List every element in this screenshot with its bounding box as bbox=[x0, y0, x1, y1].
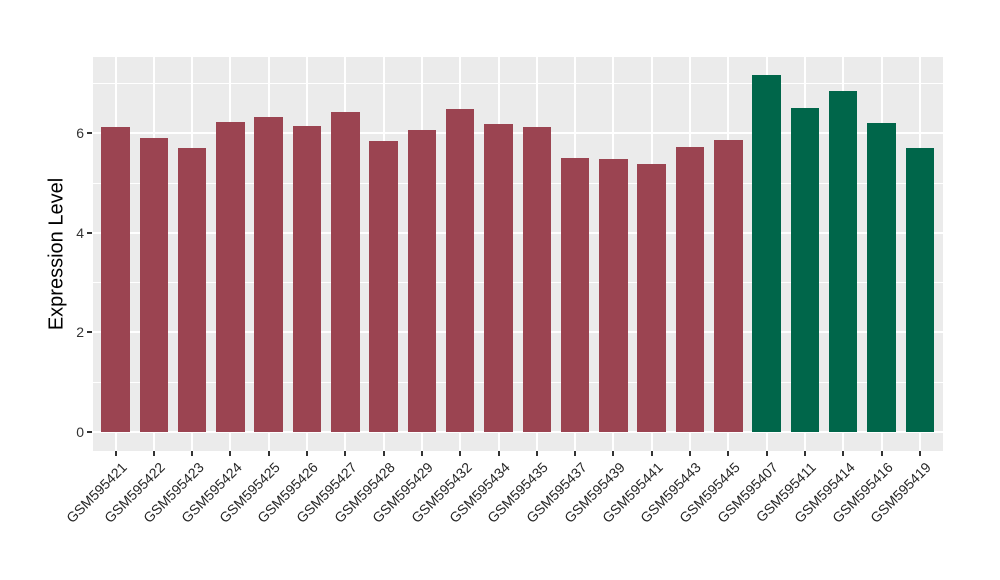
bar-GSM595429 bbox=[407, 130, 437, 432]
bar-GSM595414 bbox=[828, 90, 858, 432]
gridline-minor-h bbox=[93, 82, 943, 85]
plot-panel bbox=[93, 57, 943, 451]
y-tick-label: 4 bbox=[76, 224, 84, 241]
bar-GSM595411 bbox=[790, 107, 820, 432]
x-tick-mark bbox=[382, 451, 385, 456]
gridline-major-h bbox=[93, 231, 943, 234]
bar-GSM595441 bbox=[637, 164, 666, 432]
bar-GSM595416 bbox=[867, 123, 896, 432]
gridline-major-h bbox=[93, 331, 943, 334]
x-tick-mark bbox=[574, 451, 577, 456]
x-tick-mark bbox=[765, 451, 768, 456]
bar-GSM595419 bbox=[905, 148, 935, 432]
y-tick-label: 0 bbox=[76, 424, 84, 440]
y-tick-mark bbox=[87, 132, 92, 135]
y-tick-label: 2 bbox=[76, 324, 84, 341]
bar-GSM595427 bbox=[331, 111, 360, 432]
bar-GSM595432 bbox=[445, 108, 475, 432]
y-tick-mark bbox=[87, 331, 92, 334]
x-tick-mark bbox=[344, 451, 347, 456]
x-tick-mark bbox=[650, 451, 653, 456]
x-tick-mark bbox=[803, 451, 806, 456]
y-tick-mark bbox=[87, 431, 92, 433]
bar-GSM595439 bbox=[599, 159, 628, 432]
gridline-major-h bbox=[93, 132, 943, 135]
x-tick-mark bbox=[267, 451, 270, 456]
x-tick-mark bbox=[114, 451, 117, 456]
bar-GSM595437 bbox=[560, 158, 590, 432]
x-tick-mark bbox=[306, 451, 308, 456]
bar-GSM595422 bbox=[139, 138, 169, 432]
x-tick-mark bbox=[191, 451, 194, 456]
bar-GSM595443 bbox=[675, 147, 705, 432]
gridline-major-h bbox=[93, 431, 943, 433]
bar-GSM595434 bbox=[484, 124, 513, 432]
x-tick-mark bbox=[689, 451, 691, 456]
x-tick-mark bbox=[727, 451, 730, 456]
bar-GSM595435 bbox=[522, 127, 552, 432]
x-tick-mark bbox=[842, 451, 845, 456]
bar-GSM595425 bbox=[254, 116, 283, 432]
bar-GSM595426 bbox=[292, 126, 322, 432]
bar-GSM595407 bbox=[752, 74, 781, 432]
x-tick-mark bbox=[459, 451, 462, 456]
x-tick-mark bbox=[880, 451, 883, 456]
bar-GSM595421 bbox=[101, 127, 130, 432]
gridline-minor-h bbox=[93, 381, 943, 383]
x-tick-mark bbox=[612, 451, 615, 456]
x-tick-mark bbox=[229, 451, 232, 456]
y-axis-title: Expression Level bbox=[45, 177, 68, 331]
bar-GSM595445 bbox=[714, 140, 743, 432]
bar-GSM595428 bbox=[369, 141, 398, 432]
x-tick-mark bbox=[420, 451, 423, 456]
x-tick-mark bbox=[152, 451, 155, 456]
bar-GSM595423 bbox=[177, 148, 207, 432]
y-tick-label: 6 bbox=[76, 125, 84, 142]
x-tick-mark bbox=[497, 451, 500, 456]
gridline-minor-h bbox=[93, 282, 943, 284]
y-tick-mark bbox=[87, 231, 92, 234]
x-tick-mark bbox=[535, 451, 538, 456]
gridline-minor-h bbox=[93, 182, 943, 184]
x-tick-mark bbox=[918, 451, 921, 456]
bar-GSM595424 bbox=[216, 122, 245, 432]
